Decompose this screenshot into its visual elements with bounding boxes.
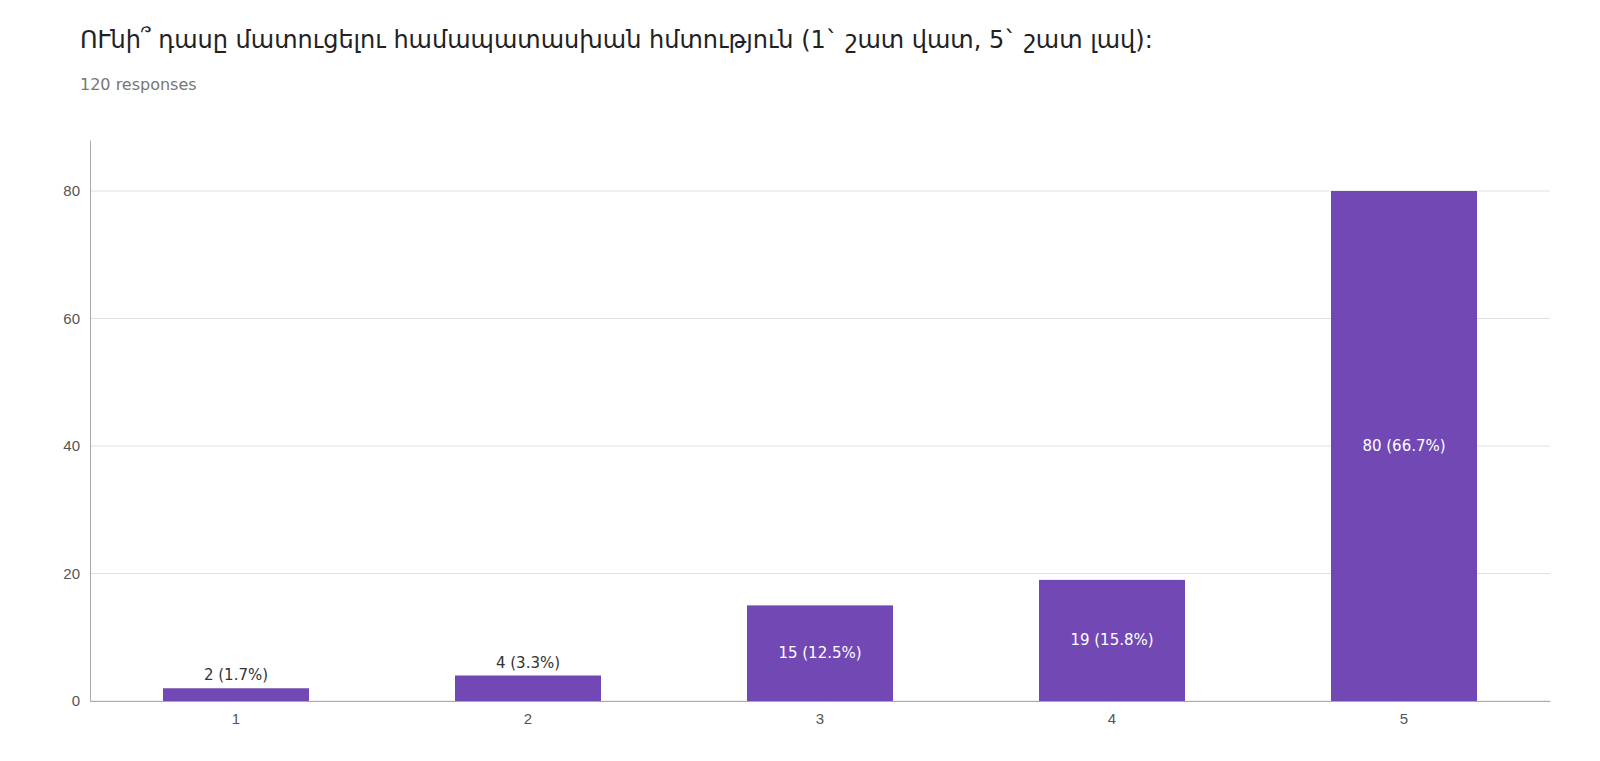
x-axis-line — [91, 701, 1551, 702]
bar — [163, 688, 309, 701]
data-label: 19 (15.8%) — [1070, 631, 1153, 649]
y-axis-line — [90, 141, 91, 702]
x-tick: 2 — [524, 701, 532, 727]
data-labels: 2 (1.7%) 4 (3.3%) 15 (12.5%) 19 (15.8%) 80 (… — [204, 437, 1446, 685]
y-tick-label: 40 — [63, 437, 80, 454]
bar — [1039, 580, 1185, 701]
data-label: 2 (1.7%) — [204, 666, 268, 684]
x-tick-label: 3 — [816, 710, 824, 727]
x-tick: 1 — [232, 701, 240, 727]
x-tick: 3 — [816, 701, 824, 727]
bar — [747, 605, 893, 701]
grid — [90, 191, 1550, 701]
data-label: 80 (66.7%) — [1362, 437, 1445, 455]
y-tick: 0 — [72, 692, 90, 709]
data-label: 15 (12.5%) — [778, 644, 861, 662]
x-tick-label: 4 — [1108, 710, 1116, 727]
y-tick: 60 — [63, 310, 90, 327]
bar — [1331, 191, 1477, 701]
chart-subtitle: 120 responses — [80, 75, 197, 94]
y-tick-label: 80 — [63, 182, 80, 199]
plot-area: 0 20 40 60 80 1 2 3 4 5 2 (1.7%) 4 (3.3%) 15 (12.5%)… — [63, 141, 1550, 727]
y-tick: 80 — [63, 182, 90, 199]
chart-svg: ՈՒնի՞ դասը մատուցելու համապատասխան հմտու… — [0, 0, 1600, 761]
x-tick-label: 5 — [1400, 710, 1408, 727]
y-tick-label: 0 — [72, 692, 80, 709]
data-label: 4 (3.3%) — [496, 654, 560, 672]
x-tick-label: 1 — [232, 710, 240, 727]
y-tick-label: 60 — [63, 310, 80, 327]
bars — [163, 191, 1477, 701]
y-tick: 20 — [63, 565, 90, 582]
y-tick-label: 20 — [63, 565, 80, 582]
chart-title: ՈՒնի՞ դասը մատուցելու համապատասխան հմտու… — [80, 26, 1153, 54]
x-tick: 4 — [1108, 701, 1116, 727]
bar — [455, 676, 601, 702]
x-axis: 1 2 3 4 5 — [91, 701, 1551, 727]
x-tick-label: 2 — [524, 710, 532, 727]
y-axis: 0 20 40 60 80 — [63, 141, 90, 710]
x-tick: 5 — [1400, 701, 1408, 727]
y-tick: 40 — [63, 437, 90, 454]
